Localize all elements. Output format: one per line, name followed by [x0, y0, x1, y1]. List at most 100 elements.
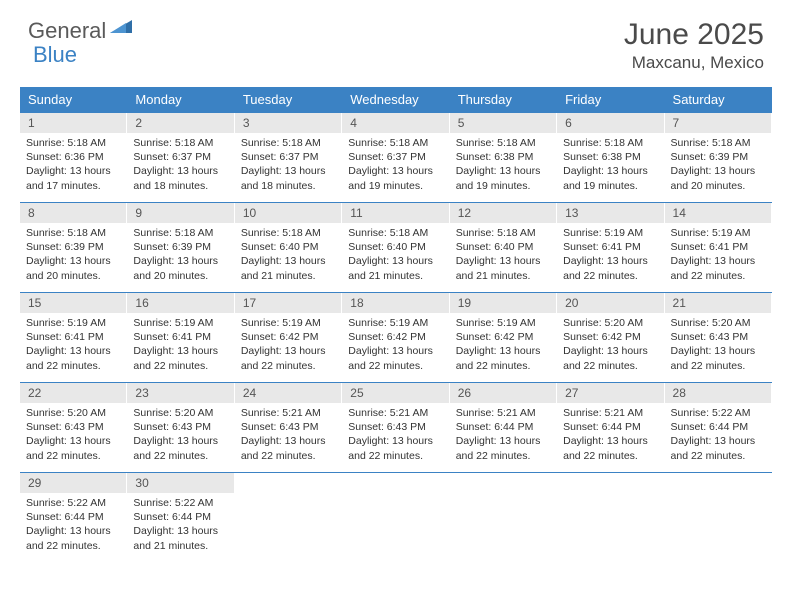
- calendar-cell: 14Sunrise: 5:19 AMSunset: 6:41 PMDayligh…: [665, 203, 772, 293]
- day-number: 8: [20, 203, 127, 223]
- day-number-empty: [557, 473, 664, 493]
- weekday-header: Thursday: [450, 87, 557, 113]
- day-number: 11: [342, 203, 449, 223]
- calendar-cell: 3Sunrise: 5:18 AMSunset: 6:37 PMDaylight…: [235, 113, 342, 203]
- day-content: Sunrise: 5:20 AMSunset: 6:43 PMDaylight:…: [127, 403, 234, 469]
- day-content: Sunrise: 5:19 AMSunset: 6:42 PMDaylight:…: [450, 313, 557, 379]
- day-number: 26: [450, 383, 557, 403]
- calendar-cell: 30Sunrise: 5:22 AMSunset: 6:44 PMDayligh…: [127, 473, 234, 563]
- day-content: Sunrise: 5:19 AMSunset: 6:41 PMDaylight:…: [665, 223, 772, 289]
- day-number: 2: [127, 113, 234, 133]
- calendar-cell: 20Sunrise: 5:20 AMSunset: 6:42 PMDayligh…: [557, 293, 664, 383]
- calendar-cell: 18Sunrise: 5:19 AMSunset: 6:42 PMDayligh…: [342, 293, 449, 383]
- calendar-week-row: 22Sunrise: 5:20 AMSunset: 6:43 PMDayligh…: [20, 383, 772, 473]
- weekday-header: Friday: [557, 87, 664, 113]
- day-number: 18: [342, 293, 449, 313]
- calendar-cell: 8Sunrise: 5:18 AMSunset: 6:39 PMDaylight…: [20, 203, 127, 293]
- calendar-week-row: 15Sunrise: 5:19 AMSunset: 6:41 PMDayligh…: [20, 293, 772, 383]
- weekday-header: Monday: [127, 87, 234, 113]
- day-number: 24: [235, 383, 342, 403]
- calendar-cell: 7Sunrise: 5:18 AMSunset: 6:39 PMDaylight…: [665, 113, 772, 203]
- calendar-cell: 15Sunrise: 5:19 AMSunset: 6:41 PMDayligh…: [20, 293, 127, 383]
- calendar-cell: 17Sunrise: 5:19 AMSunset: 6:42 PMDayligh…: [235, 293, 342, 383]
- day-content: Sunrise: 5:18 AMSunset: 6:40 PMDaylight:…: [342, 223, 449, 289]
- day-number: 3: [235, 113, 342, 133]
- calendar-cell: 29Sunrise: 5:22 AMSunset: 6:44 PMDayligh…: [20, 473, 127, 563]
- weekday-row: SundayMondayTuesdayWednesdayThursdayFrid…: [20, 87, 772, 113]
- day-number-empty: [342, 473, 449, 493]
- day-content: Sunrise: 5:20 AMSunset: 6:43 PMDaylight:…: [665, 313, 772, 379]
- day-content: Sunrise: 5:18 AMSunset: 6:40 PMDaylight:…: [235, 223, 342, 289]
- day-content: Sunrise: 5:21 AMSunset: 6:44 PMDaylight:…: [450, 403, 557, 469]
- calendar-cell: 16Sunrise: 5:19 AMSunset: 6:41 PMDayligh…: [127, 293, 234, 383]
- day-content: Sunrise: 5:18 AMSunset: 6:40 PMDaylight:…: [450, 223, 557, 289]
- day-content: Sunrise: 5:20 AMSunset: 6:42 PMDaylight:…: [557, 313, 664, 379]
- day-content: Sunrise: 5:19 AMSunset: 6:41 PMDaylight:…: [127, 313, 234, 379]
- calendar-cell: [665, 473, 772, 563]
- day-number: 27: [557, 383, 664, 403]
- logo-blue-wrap: Blue: [33, 42, 77, 68]
- day-number: 16: [127, 293, 234, 313]
- logo-triangle-icon: [110, 18, 134, 41]
- day-number: 28: [665, 383, 772, 403]
- location: Maxcanu, Mexico: [624, 53, 764, 73]
- day-number: 25: [342, 383, 449, 403]
- day-number: 20: [557, 293, 664, 313]
- day-content: Sunrise: 5:21 AMSunset: 6:44 PMDaylight:…: [557, 403, 664, 469]
- calendar-cell: [235, 473, 342, 563]
- day-content: Sunrise: 5:21 AMSunset: 6:43 PMDaylight:…: [235, 403, 342, 469]
- weekday-header: Sunday: [20, 87, 127, 113]
- calendar-cell: 27Sunrise: 5:21 AMSunset: 6:44 PMDayligh…: [557, 383, 664, 473]
- calendar-table: SundayMondayTuesdayWednesdayThursdayFrid…: [20, 87, 772, 563]
- day-content: Sunrise: 5:18 AMSunset: 6:39 PMDaylight:…: [127, 223, 234, 289]
- day-content: Sunrise: 5:22 AMSunset: 6:44 PMDaylight:…: [20, 493, 127, 559]
- logo-text-blue: Blue: [33, 42, 77, 67]
- weekday-header: Saturday: [665, 87, 772, 113]
- day-content: Sunrise: 5:19 AMSunset: 6:42 PMDaylight:…: [342, 313, 449, 379]
- day-number: 7: [665, 113, 772, 133]
- calendar-cell: 1Sunrise: 5:18 AMSunset: 6:36 PMDaylight…: [20, 113, 127, 203]
- day-number: 14: [665, 203, 772, 223]
- logo: General: [28, 18, 136, 44]
- day-number: 1: [20, 113, 127, 133]
- calendar-cell: 13Sunrise: 5:19 AMSunset: 6:41 PMDayligh…: [557, 203, 664, 293]
- calendar-week-row: 1Sunrise: 5:18 AMSunset: 6:36 PMDaylight…: [20, 113, 772, 203]
- day-number-empty: [235, 473, 342, 493]
- calendar-cell: [342, 473, 449, 563]
- header: General June 2025 Maxcanu, Mexico: [0, 0, 792, 81]
- calendar-cell: 6Sunrise: 5:18 AMSunset: 6:38 PMDaylight…: [557, 113, 664, 203]
- day-number-empty: [450, 473, 557, 493]
- calendar-cell: 12Sunrise: 5:18 AMSunset: 6:40 PMDayligh…: [450, 203, 557, 293]
- weekday-header: Wednesday: [342, 87, 449, 113]
- day-content: Sunrise: 5:19 AMSunset: 6:41 PMDaylight:…: [557, 223, 664, 289]
- day-content: Sunrise: 5:18 AMSunset: 6:36 PMDaylight:…: [20, 133, 127, 199]
- day-number: 4: [342, 113, 449, 133]
- day-number-empty: [665, 473, 772, 493]
- logo-text-general: General: [28, 18, 106, 44]
- day-content: Sunrise: 5:18 AMSunset: 6:37 PMDaylight:…: [127, 133, 234, 199]
- day-content: Sunrise: 5:18 AMSunset: 6:38 PMDaylight:…: [557, 133, 664, 199]
- day-number: 30: [127, 473, 234, 493]
- calendar-week-row: 8Sunrise: 5:18 AMSunset: 6:39 PMDaylight…: [20, 203, 772, 293]
- day-number: 29: [20, 473, 127, 493]
- day-content: Sunrise: 5:18 AMSunset: 6:38 PMDaylight:…: [450, 133, 557, 199]
- calendar-cell: 28Sunrise: 5:22 AMSunset: 6:44 PMDayligh…: [665, 383, 772, 473]
- calendar-week-row: 29Sunrise: 5:22 AMSunset: 6:44 PMDayligh…: [20, 473, 772, 563]
- day-number: 13: [557, 203, 664, 223]
- day-number: 6: [557, 113, 664, 133]
- day-content: Sunrise: 5:18 AMSunset: 6:39 PMDaylight:…: [20, 223, 127, 289]
- day-content: Sunrise: 5:19 AMSunset: 6:42 PMDaylight:…: [235, 313, 342, 379]
- calendar-cell: 9Sunrise: 5:18 AMSunset: 6:39 PMDaylight…: [127, 203, 234, 293]
- calendar-cell: [450, 473, 557, 563]
- weekday-header: Tuesday: [235, 87, 342, 113]
- day-content: Sunrise: 5:18 AMSunset: 6:37 PMDaylight:…: [235, 133, 342, 199]
- calendar-cell: 21Sunrise: 5:20 AMSunset: 6:43 PMDayligh…: [665, 293, 772, 383]
- day-number: 10: [235, 203, 342, 223]
- calendar-cell: [557, 473, 664, 563]
- calendar-cell: 2Sunrise: 5:18 AMSunset: 6:37 PMDaylight…: [127, 113, 234, 203]
- day-number: 15: [20, 293, 127, 313]
- calendar-cell: 10Sunrise: 5:18 AMSunset: 6:40 PMDayligh…: [235, 203, 342, 293]
- day-number: 12: [450, 203, 557, 223]
- calendar-cell: 24Sunrise: 5:21 AMSunset: 6:43 PMDayligh…: [235, 383, 342, 473]
- day-number: 5: [450, 113, 557, 133]
